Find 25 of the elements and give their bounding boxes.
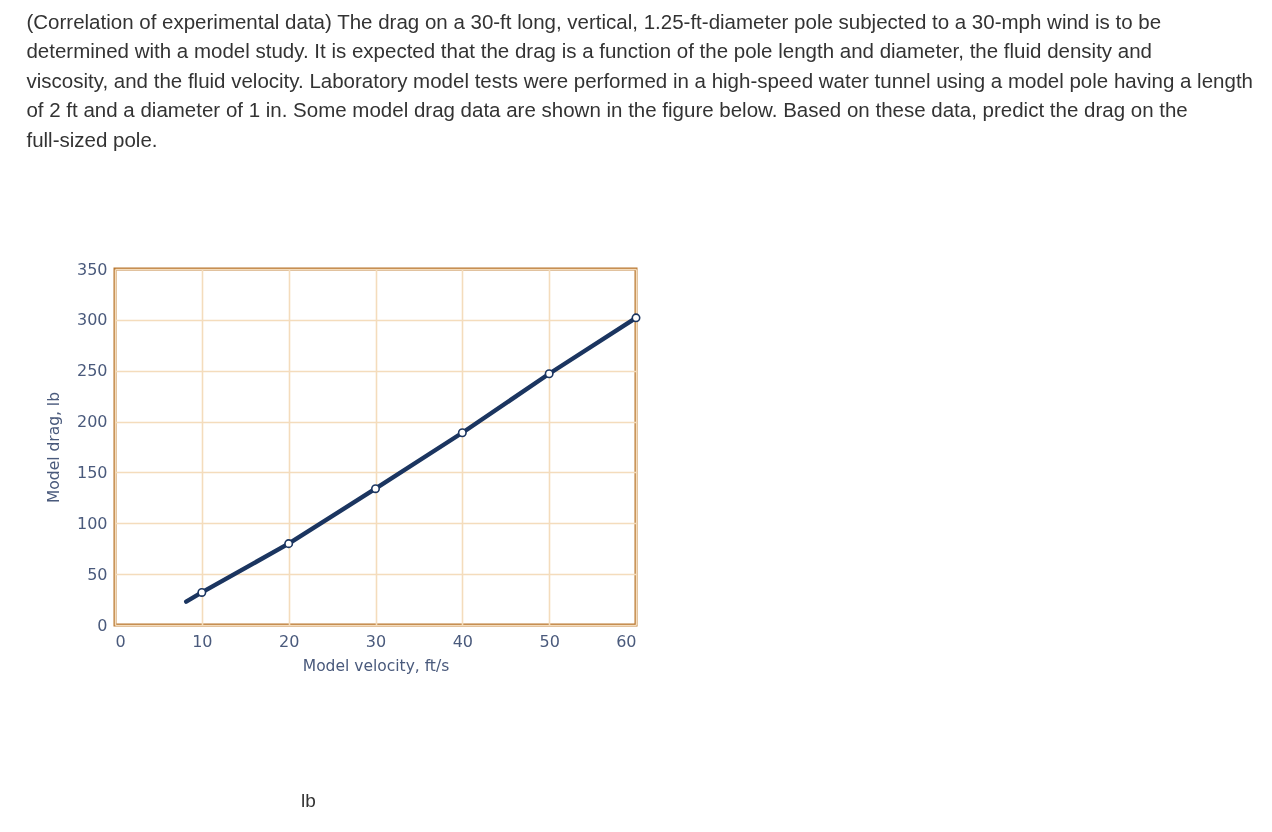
x-tick-label: 0 [115,631,126,651]
point [631,313,641,323]
x-tick-label: 30 [365,631,387,651]
x-tick-label: 50 [539,631,560,651]
point [370,484,381,494]
text: lb [301,790,316,811]
y-tick-label: 200 [76,412,108,432]
point [544,369,554,379]
y-tick-label: 0 [97,615,108,635]
y-tick-label: 100 [76,513,108,533]
x-tick-label: 10 [192,631,213,651]
y-tick-label: 150 [76,462,108,482]
x-axis-title: Model velocity, ft/s [302,656,450,675]
x-tick-label: 40 [452,631,474,651]
y-axis-title: Model drag, lb [44,391,63,504]
x-tick-label: 20 [278,631,300,651]
y-tick-label: 50 [87,564,108,584]
y-tick-label: 250 [76,361,108,381]
point [197,587,207,597]
point [457,428,467,438]
y-tick-label: 300 [76,310,108,330]
x-tick-label: 60 [616,631,637,651]
y-tick-label: 350 [76,259,108,279]
point [284,539,294,549]
chart-title: (Correlation of experimental data) The drag on a 30-ft long, vertical, 1.25-ft-diameter pole subjected to a 30-mph wind is to be determined with a model study. It is expected that the drag is a function of the pole length and diameter, the fluid density and viscosity, and the fluid velocity. Laboratory model tests were performed in a high-speed water tunnel using a model pole having a length of 2 ft and a diameter of 1 in. Some model drag data are shown in the figure below. Based on these data, predict the drag on the full-sized pole. [26,9,1253,151]
